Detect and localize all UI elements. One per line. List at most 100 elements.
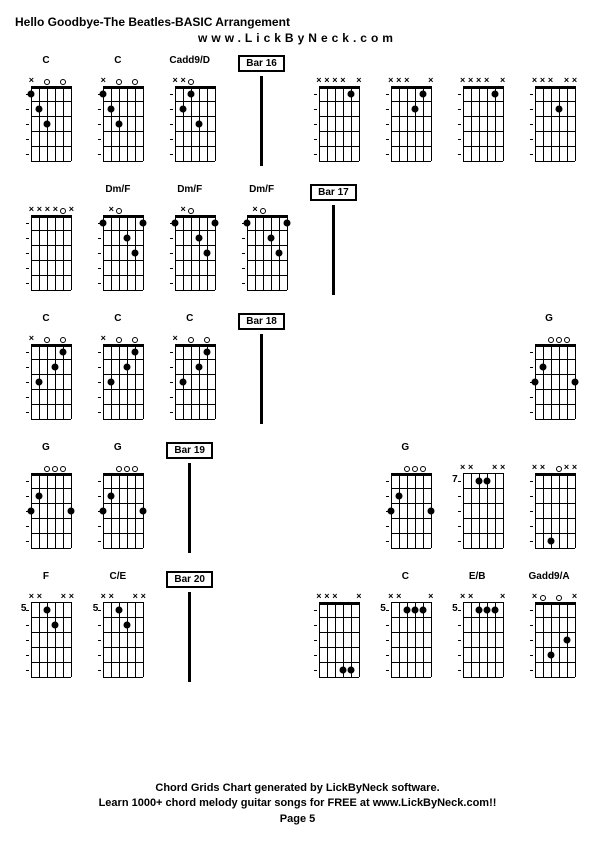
chord-cell: C <box>87 55 149 161</box>
mute-x-icon <box>531 592 539 601</box>
finger-dot <box>212 219 219 226</box>
finger-dot <box>571 378 578 385</box>
footer-line2: Learn 1000+ chord melody guitar songs fo… <box>0 796 595 811</box>
chord-label: C <box>186 313 193 327</box>
finger-dot <box>36 492 43 499</box>
open-o-icon <box>44 466 50 472</box>
fret-number: 5 <box>16 603 26 614</box>
mute-x-icon <box>27 592 35 601</box>
finger-dot <box>491 606 498 613</box>
mute-x-icon <box>355 76 363 85</box>
finger-dot <box>44 606 51 613</box>
chord-row: GGBar 19G7 <box>15 442 580 553</box>
mute-x-icon <box>427 592 435 601</box>
mute-x-icon <box>499 463 507 472</box>
finger-dot <box>539 363 546 370</box>
finger-dot <box>52 363 59 370</box>
chord-diagram: 7 <box>448 458 507 548</box>
mute-x-icon <box>171 334 179 343</box>
open-o-icon <box>204 337 210 343</box>
mute-x-icon <box>563 76 571 85</box>
chord-label: C <box>114 313 121 327</box>
finger-dot <box>132 348 139 355</box>
chord-diagram <box>232 200 291 290</box>
mute-x-icon <box>355 592 363 601</box>
mute-x-icon <box>43 205 51 214</box>
bar-divider: Bar 17 <box>303 184 365 295</box>
finger-dot <box>116 606 123 613</box>
open-o-icon <box>404 466 410 472</box>
mute-x-icon <box>467 592 475 601</box>
mute-x-icon <box>571 592 579 601</box>
chord-cell <box>518 55 580 161</box>
footer-line3: Page 5 <box>0 812 595 827</box>
chord-label: G <box>401 442 409 456</box>
chord-diagram <box>160 200 219 290</box>
finger-dot <box>268 234 275 241</box>
open-o-icon <box>556 595 562 601</box>
footer-line1: Chord Grids Chart generated by LickByNec… <box>0 781 595 796</box>
finger-dot <box>284 219 291 226</box>
chord-cell: G <box>518 313 580 419</box>
chord-diagram <box>88 71 147 161</box>
mute-x-icon <box>171 76 179 85</box>
chord-diagram <box>16 458 75 548</box>
chord-cell: Gadd9/A <box>518 571 580 677</box>
finger-dot <box>60 348 67 355</box>
open-o-icon <box>564 337 570 343</box>
mute-x-icon <box>67 205 75 214</box>
open-o-icon <box>116 79 122 85</box>
mute-x-icon <box>475 76 483 85</box>
mute-x-icon <box>35 205 43 214</box>
page-footer: Chord Grids Chart generated by LickByNec… <box>0 781 595 827</box>
finger-dot <box>196 120 203 127</box>
chord-diagram <box>304 71 363 161</box>
open-o-icon <box>116 208 122 214</box>
mute-x-icon <box>315 592 323 601</box>
finger-dot <box>347 666 354 673</box>
mute-x-icon <box>531 76 539 85</box>
mute-x-icon <box>331 592 339 601</box>
finger-dot <box>555 105 562 112</box>
finger-dot <box>52 621 59 628</box>
open-o-icon <box>556 337 562 343</box>
bar-line <box>260 76 263 166</box>
finger-dot <box>475 606 482 613</box>
mute-x-icon <box>387 76 395 85</box>
chord-label: C <box>114 55 121 69</box>
fret-number: 7 <box>448 474 458 485</box>
open-o-icon <box>188 337 194 343</box>
finger-dot <box>276 249 283 256</box>
bar-label: Bar 17 <box>310 184 357 201</box>
chord-label: Dm/F <box>177 184 202 198</box>
open-o-icon <box>132 79 138 85</box>
page: Hello Goodbye-The Beatles-BASIC Arrangem… <box>0 0 595 842</box>
bar-label: Bar 19 <box>166 442 213 459</box>
chord-label: C <box>42 313 49 327</box>
finger-dot <box>419 606 426 613</box>
open-o-icon <box>188 208 194 214</box>
chord-cell: G <box>87 442 149 548</box>
finger-dot <box>547 537 554 544</box>
mute-x-icon <box>99 76 107 85</box>
finger-dot <box>108 492 115 499</box>
mute-x-icon <box>403 76 411 85</box>
finger-dot <box>196 234 203 241</box>
chord-label: C <box>402 571 409 585</box>
finger-dot <box>180 105 187 112</box>
finger-dot <box>44 120 51 127</box>
finger-dot <box>563 636 570 643</box>
finger-dot <box>124 234 131 241</box>
chord-diagram: 5 <box>376 587 435 677</box>
mute-x-icon <box>339 76 347 85</box>
open-o-icon <box>556 466 562 472</box>
mute-x-icon <box>499 76 507 85</box>
open-o-icon <box>132 337 138 343</box>
mute-x-icon <box>387 592 395 601</box>
chord-row: F5C/E5Bar 20C5E/B5Gadd9/A <box>15 571 580 682</box>
finger-dot <box>108 105 115 112</box>
bar-line <box>260 334 263 424</box>
open-o-icon <box>132 466 138 472</box>
finger-dot <box>411 606 418 613</box>
mute-x-icon <box>395 592 403 601</box>
